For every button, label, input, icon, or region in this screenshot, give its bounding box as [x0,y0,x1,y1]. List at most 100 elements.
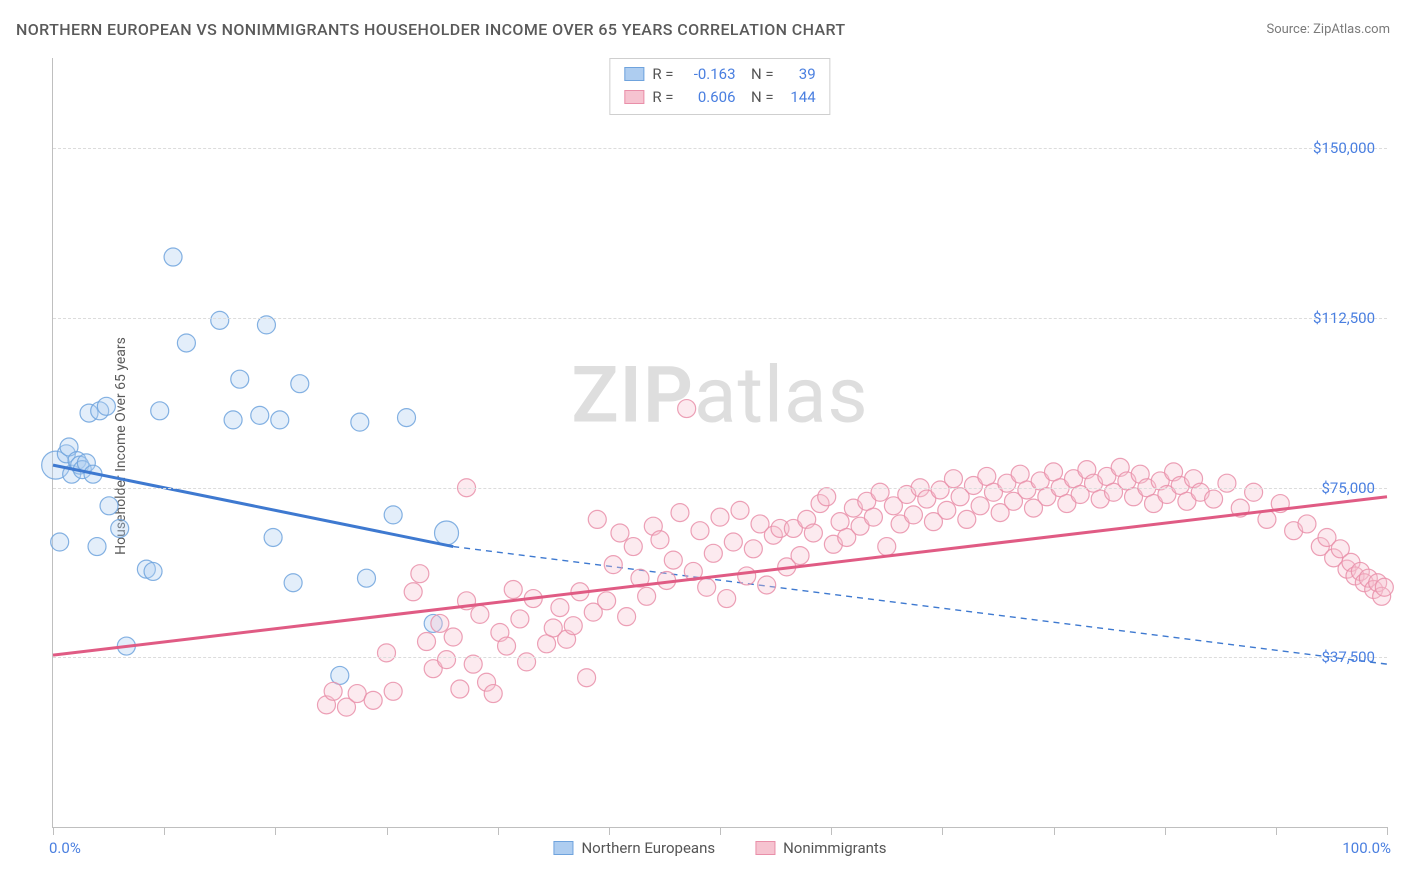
data-point [251,406,269,424]
data-point [418,633,436,651]
data-point [384,506,402,524]
data-point [758,576,776,594]
data-point [1205,490,1223,508]
data-point [731,501,749,519]
data-point [598,592,616,610]
swatch-series2 [624,90,644,104]
data-point [638,587,656,605]
data-point [498,637,516,655]
data-point [348,685,366,703]
x-max-label: 100.0% [1342,839,1391,857]
series-legend: Northern Europeans Nonimmigrants [553,839,886,857]
x-tick [831,827,832,835]
data-point [551,599,569,617]
data-point [51,533,69,551]
data-point [878,538,896,556]
data-point [804,524,822,542]
source-attribution: Source: ZipAtlas.com [1266,22,1390,37]
data-point [971,497,989,515]
data-point [604,556,622,574]
data-point [471,605,489,623]
data-point [324,682,342,700]
data-point [718,590,736,608]
correlation-legend: R =-0.163 N =39 R =0.606 N =144 [609,58,830,115]
data-point [724,533,742,551]
x-tick [498,827,499,835]
x-tick [164,827,165,835]
data-point [1218,474,1236,492]
data-point [904,506,922,524]
data-point [791,547,809,565]
x-tick [942,827,943,835]
data-point [164,248,182,266]
data-point [518,653,536,671]
data-point [364,691,382,709]
data-point [451,680,469,698]
data-point [484,685,502,703]
x-tick [1165,827,1166,835]
data-point [1375,578,1393,596]
data-point [864,508,882,526]
data-point [384,682,402,700]
data-point [351,413,369,431]
data-point [958,510,976,528]
data-point [504,581,522,599]
legend-row-series2: R =0.606 N =144 [624,86,815,109]
data-point [944,470,962,488]
data-point [211,311,229,329]
gridline [53,657,1387,658]
data-point [704,544,722,562]
data-point [671,504,689,522]
data-point [618,608,636,626]
legend-item-series1: Northern Europeans [553,839,715,857]
x-tick [387,827,388,835]
data-point [564,617,582,635]
chart-title: NORTHERN EUROPEAN VS NONIMMIGRANTS HOUSE… [16,20,846,39]
data-point [291,375,309,393]
data-point [691,522,709,540]
data-point [378,644,396,662]
data-point [578,669,596,687]
x-tick [53,827,54,835]
x-tick [1054,827,1055,835]
swatch-series1 [624,67,644,81]
data-point [231,370,249,388]
data-point [1245,483,1263,501]
data-point [818,488,836,506]
source-link[interactable]: ZipAtlas.com [1313,22,1390,37]
data-point [404,583,422,601]
x-tick [1387,827,1388,835]
legend-row-series1: R =-0.163 N =39 [624,63,815,86]
data-point [177,334,195,352]
x-tick [275,827,276,835]
gridline [53,148,1387,149]
data-point [938,501,956,519]
data-point [88,538,106,556]
data-point [738,567,756,585]
y-tick-label: $150,000 [1313,139,1375,157]
data-point [1298,515,1316,533]
legend-item-series2: Nonimmigrants [755,839,886,857]
x-tick [720,827,721,835]
data-point [224,411,242,429]
data-point [411,565,429,583]
data-point [624,538,642,556]
data-point [151,402,169,420]
data-point [111,519,129,537]
x-min-label: 0.0% [49,839,81,857]
scatter-svg [53,58,1387,827]
y-tick-label: $37,500 [1321,648,1375,666]
data-point [435,521,459,545]
data-point [698,578,716,596]
y-tick-label: $112,500 [1313,309,1375,327]
data-point [651,531,669,549]
data-point [444,628,462,646]
data-point [97,397,115,415]
data-point [264,528,282,546]
data-point [100,497,118,515]
data-point [871,483,889,501]
data-point [511,610,529,628]
data-point [611,524,629,542]
swatch-series1-bottom [553,841,573,855]
data-point [678,400,696,418]
